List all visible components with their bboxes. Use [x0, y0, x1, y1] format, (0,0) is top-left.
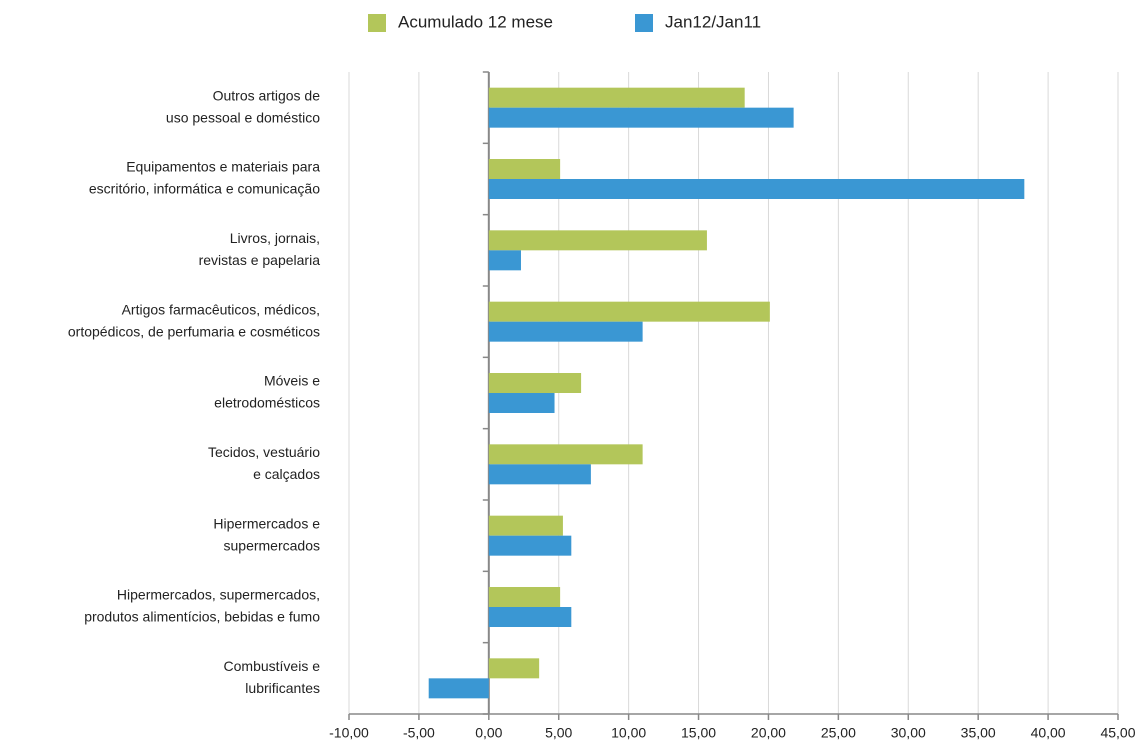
- bar: [488, 464, 591, 485]
- y-tick-label: escritório, informática e comunicação: [89, 181, 320, 197]
- legend-swatch: [635, 14, 653, 32]
- x-tick-label: -10,00: [329, 725, 369, 741]
- bar: [488, 321, 643, 342]
- y-tick-label: supermercados: [224, 537, 321, 553]
- bar: [488, 107, 794, 128]
- x-tick-label: 30,00: [891, 725, 926, 741]
- x-tick-label: 40,00: [1031, 725, 1066, 741]
- y-tick-label: Outros artigos de: [213, 87, 321, 103]
- bar: [488, 159, 561, 179]
- y-tick-label: Equipamentos e materiais para: [126, 159, 320, 175]
- y-tick-label: ortopédicos, de perfumaria e cosméticos: [68, 323, 320, 339]
- x-tick-label: 45,00: [1100, 725, 1135, 741]
- bar: [488, 587, 561, 607]
- y-tick-label: Artigos farmacêuticos, médicos,: [122, 301, 320, 317]
- bar: [488, 658, 540, 679]
- legend-label: Jan12/Jan11: [665, 12, 761, 31]
- bar: [488, 515, 563, 536]
- y-tick-label: Livros, jornais,: [230, 230, 320, 246]
- bar: [488, 607, 572, 627]
- y-tick-label: uso pessoal e doméstico: [166, 109, 320, 125]
- x-tick-label: 0,00: [475, 725, 502, 741]
- y-tick-label: revistas e papelaria: [199, 252, 321, 268]
- bar: [488, 444, 643, 465]
- bar: [488, 393, 555, 413]
- y-tick-label: eletrodomésticos: [214, 395, 320, 411]
- x-tick-label: 10,00: [611, 725, 646, 741]
- y-tick-label: produtos alimentícios, bebidas e fumo: [84, 609, 320, 625]
- bar: [488, 87, 745, 108]
- x-tick-label: 20,00: [751, 725, 786, 741]
- x-tick-label: 5,00: [545, 725, 572, 741]
- legend-label: Acumulado 12 mese: [398, 12, 553, 31]
- bar: [488, 250, 521, 271]
- bar: [488, 301, 770, 322]
- y-tick-label: Hipermercados e: [213, 515, 320, 531]
- y-tick-label: Combustíveis e: [224, 658, 321, 674]
- x-tick-label: 25,00: [821, 725, 856, 741]
- y-tick-label: Móveis e: [264, 373, 320, 389]
- x-tick-label: 15,00: [681, 725, 716, 741]
- bar: [488, 230, 707, 251]
- x-tick-label: 35,00: [961, 725, 996, 741]
- y-tick-label: e calçados: [253, 466, 320, 482]
- bar: [488, 535, 572, 556]
- y-tick-label: Hipermercados, supermercados,: [117, 587, 320, 603]
- legend-swatch: [368, 14, 386, 32]
- bar: [488, 373, 582, 393]
- bar: [428, 678, 489, 699]
- y-tick-label: Tecidos, vestuário: [208, 444, 320, 460]
- x-tick-label: -5,00: [403, 725, 435, 741]
- bar: [488, 179, 1025, 199]
- y-tick-label: lubrificantes: [245, 680, 320, 696]
